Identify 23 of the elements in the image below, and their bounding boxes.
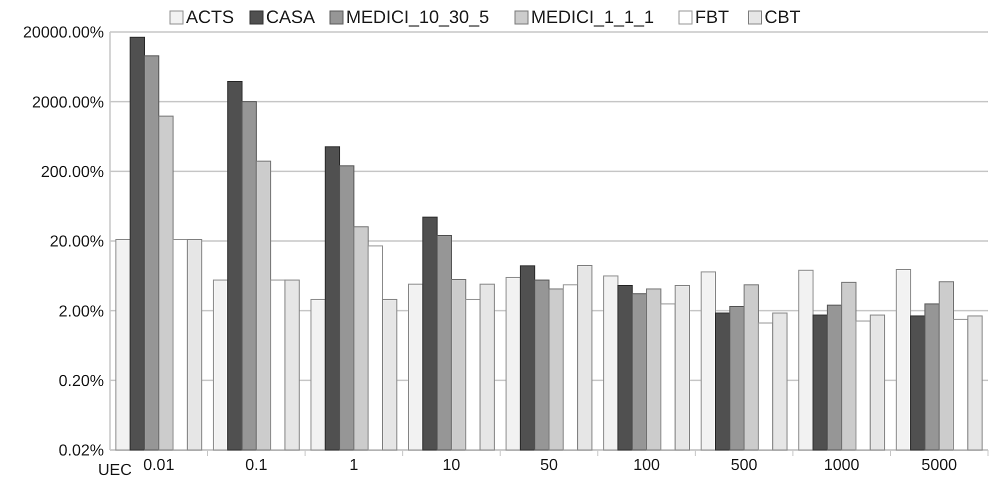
x-tick-label: 1000 [824, 457, 860, 474]
x-tick-label: 100 [633, 457, 660, 474]
legend-label: MEDICI_1_1_1 [531, 7, 654, 27]
x-tick-label: 5000 [921, 457, 958, 474]
x-tick-label: 10 [442, 457, 460, 474]
x-tick-label: 500 [730, 457, 758, 474]
legend-label: MEDICI_10_30_5 [346, 7, 490, 27]
y-tick-label: 20.00% [50, 234, 104, 251]
y-tick-label: 2000.00% [32, 94, 104, 112]
legend-label: CBT [764, 7, 801, 27]
y-tick-label: 0.02% [58, 442, 104, 460]
x-tick-label: 50 [540, 457, 558, 474]
legend-label: ACTS [186, 7, 234, 27]
y-tick-label: 20000.00% [23, 24, 104, 42]
x-tick-label: 1 [349, 457, 358, 474]
x-tick-label: 0.1 [245, 457, 268, 474]
y-tick-label: 0.20% [58, 372, 104, 390]
y-tick-label: 2.00% [58, 303, 104, 320]
x-axis-title: UEC [98, 462, 132, 479]
x-tick-label: 0.01 [143, 457, 174, 474]
legend-label: CASA [266, 7, 316, 27]
y-tick-label: 200.00% [40, 164, 104, 181]
legend-label: FBT [695, 7, 729, 27]
